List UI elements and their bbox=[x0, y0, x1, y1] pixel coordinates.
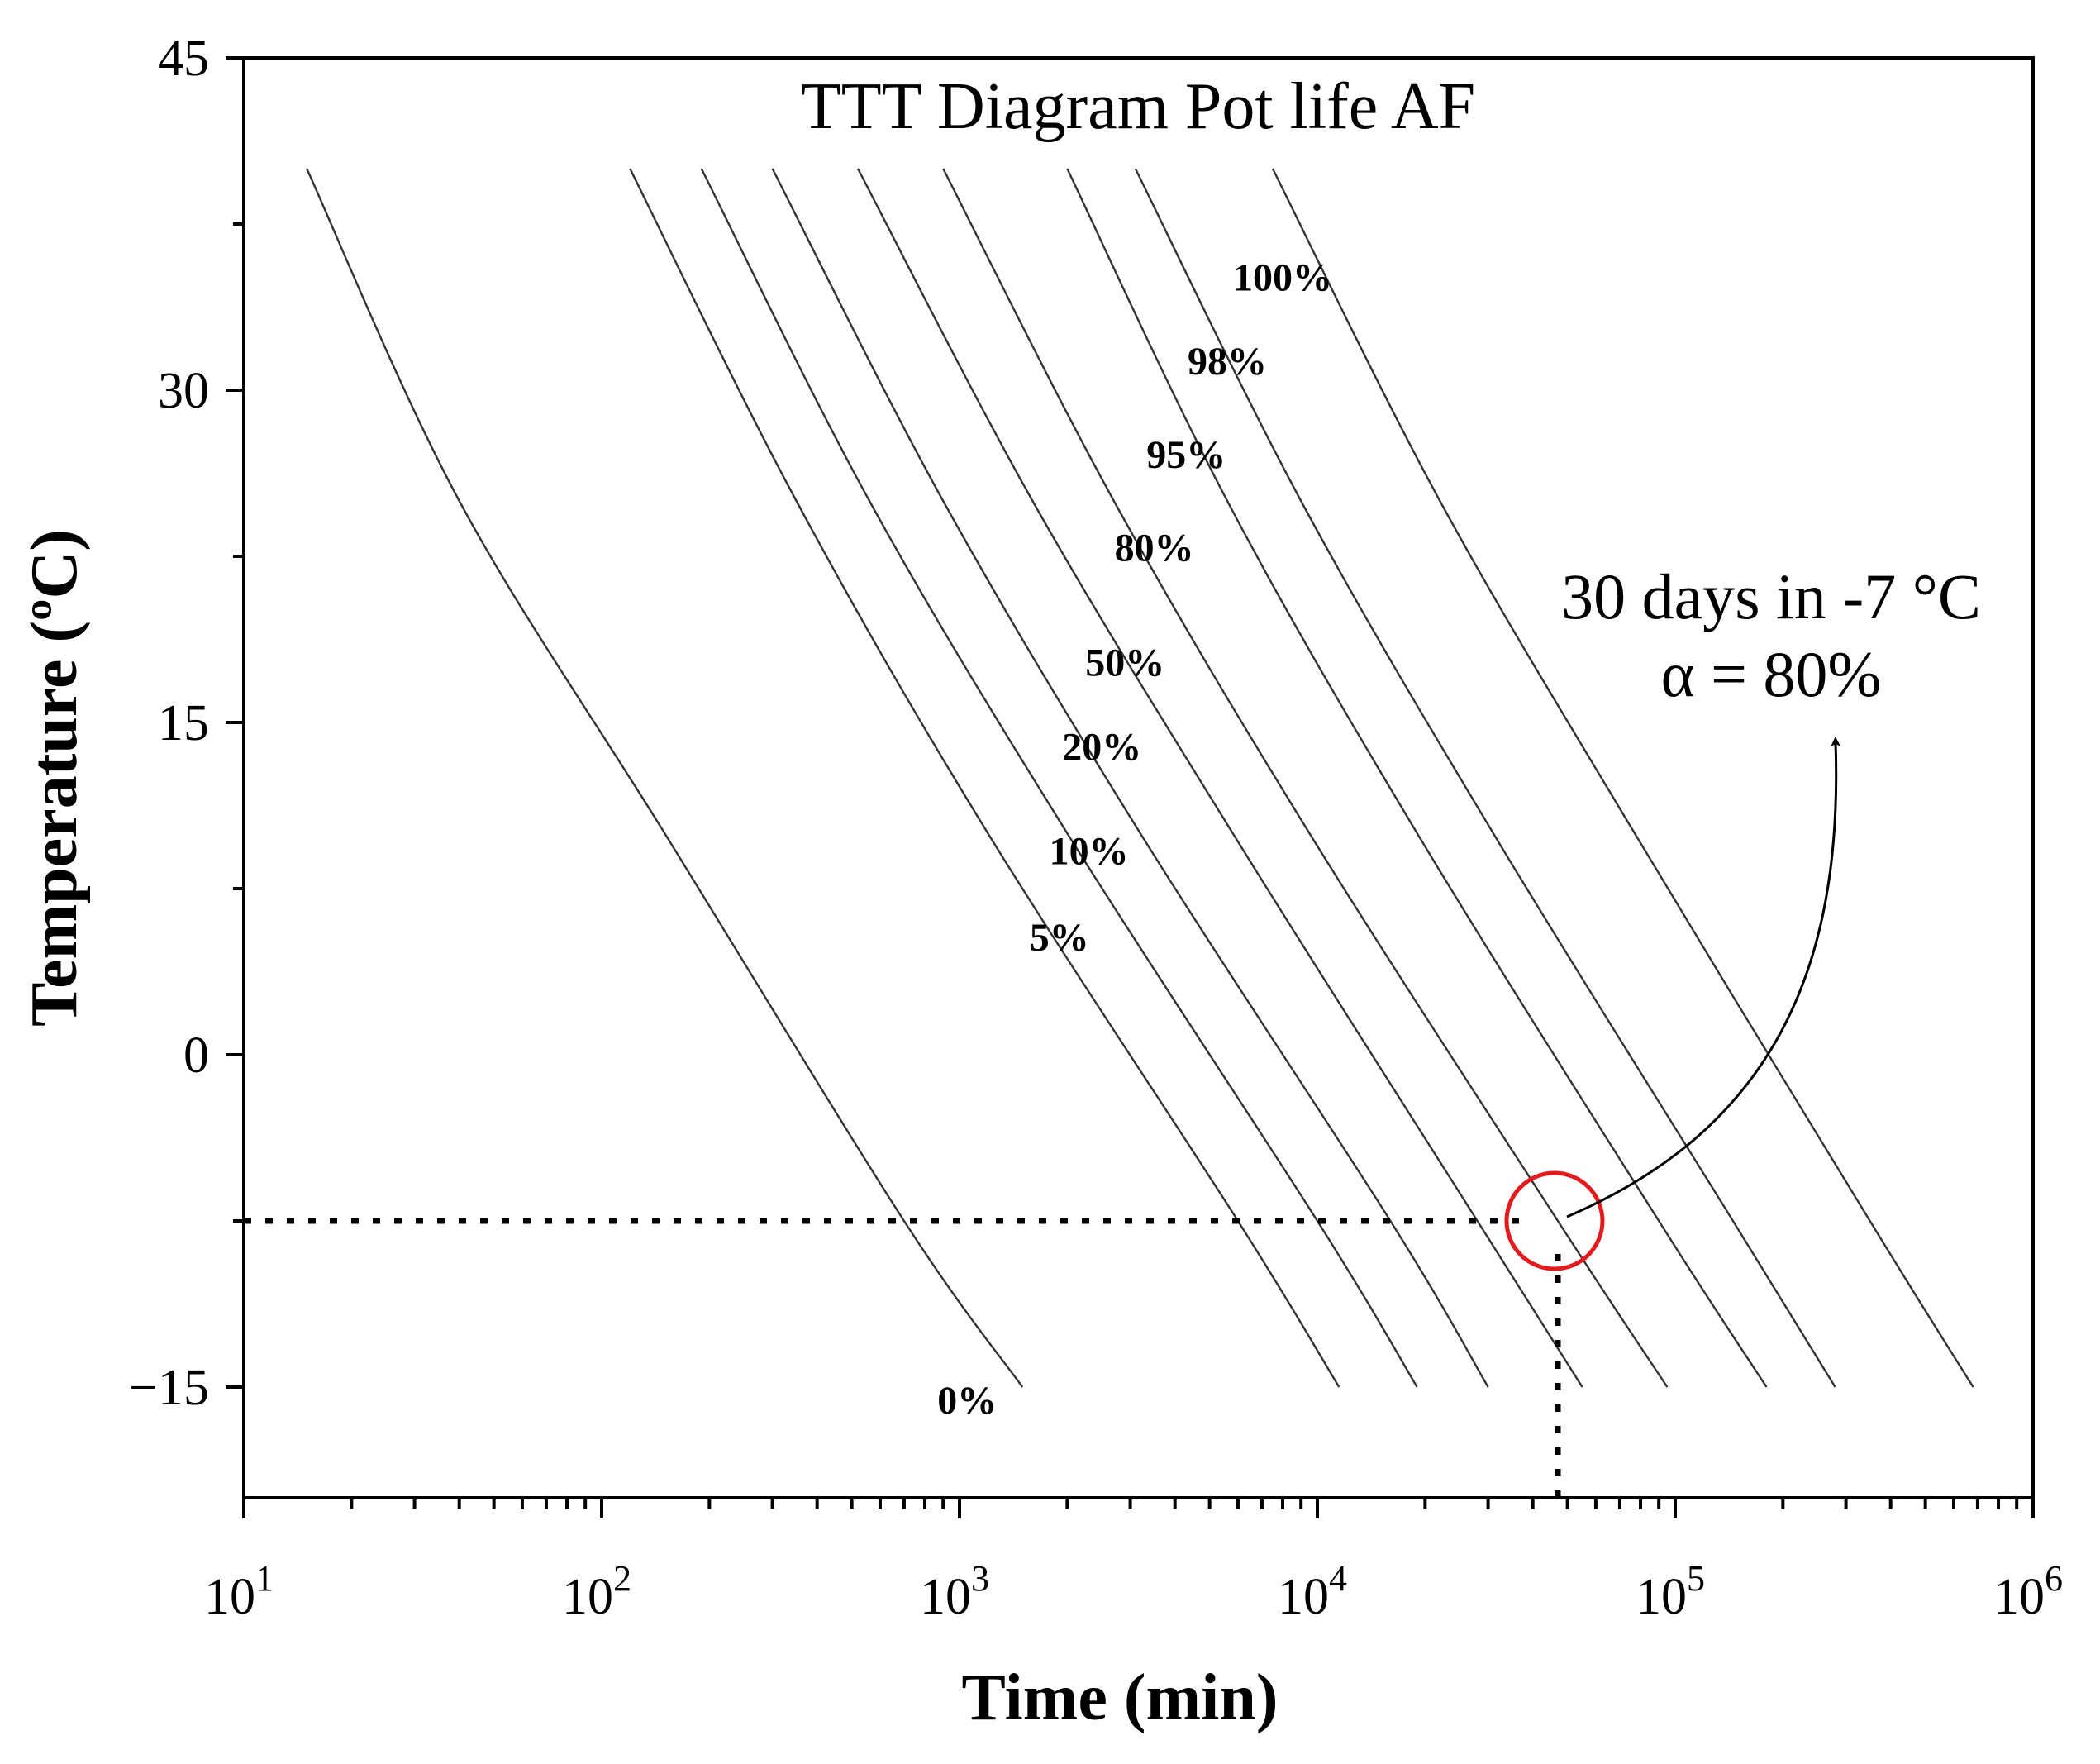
curve-95pct bbox=[1066, 168, 1768, 1388]
curve-label-95pct: 95% bbox=[1146, 433, 1226, 477]
x-tick-label: 103 bbox=[920, 1558, 989, 1625]
curve-5pct bbox=[629, 168, 1340, 1388]
plot-frame bbox=[242, 56, 2035, 1499]
y-tick-label: 30 bbox=[158, 363, 209, 419]
y-axis-ticks: 45 30 15 0 −15 bbox=[129, 31, 244, 1416]
y-tick-label: 45 bbox=[158, 31, 209, 87]
annotation-line-2: α = 80% bbox=[1661, 638, 1882, 710]
y-tick-label: −15 bbox=[129, 1360, 209, 1416]
x-tick-label: 105 bbox=[1636, 1558, 1705, 1625]
curve-50pct bbox=[856, 168, 1583, 1388]
curve-label-50pct: 50% bbox=[1085, 641, 1164, 685]
x-tick-label: 104 bbox=[1278, 1558, 1347, 1625]
curve-label-98pct: 98% bbox=[1188, 340, 1267, 384]
curve-20pct bbox=[771, 168, 1489, 1388]
curve-100pct bbox=[1271, 168, 1974, 1388]
annotation-arrow bbox=[1566, 737, 1841, 1218]
curve-label-10pct: 10% bbox=[1050, 830, 1129, 874]
curve-80pct bbox=[942, 168, 1669, 1388]
curve-label-100pct: 100% bbox=[1233, 255, 1332, 299]
curve-0pct bbox=[306, 168, 1024, 1388]
y-axis-title: Temperature (ºC) bbox=[18, 529, 91, 1027]
x-axis-ticks: 101 102 103 104 105 106 bbox=[204, 1498, 2063, 1625]
curve-label-5pct: 5% bbox=[1030, 916, 1089, 960]
curve-label-0pct: 0% bbox=[937, 1379, 997, 1423]
curve-98pct bbox=[1134, 168, 1836, 1388]
curves-layer: 0% 5% 10% 20% 50% 80% 95% 98% 100% bbox=[306, 168, 1974, 1423]
chart-title: TTT Diagram Pot life AF bbox=[801, 70, 1475, 143]
x-tick-label: 101 bbox=[204, 1558, 274, 1625]
curve-label-20pct: 20% bbox=[1062, 726, 1141, 770]
x-tick-label: 106 bbox=[1993, 1558, 2063, 1625]
x-tick-label: 102 bbox=[562, 1558, 631, 1625]
y-tick-label: 0 bbox=[183, 1027, 209, 1084]
y-tick-label: 15 bbox=[158, 695, 209, 751]
red-circle-marker bbox=[1504, 1170, 1605, 1271]
curve-10pct bbox=[700, 168, 1418, 1388]
annotation-line-1: 30 days in -7 °C bbox=[1561, 560, 1981, 632]
x-axis-title: Time (min) bbox=[962, 1661, 1279, 1734]
curve-label-80pct: 80% bbox=[1115, 526, 1194, 570]
